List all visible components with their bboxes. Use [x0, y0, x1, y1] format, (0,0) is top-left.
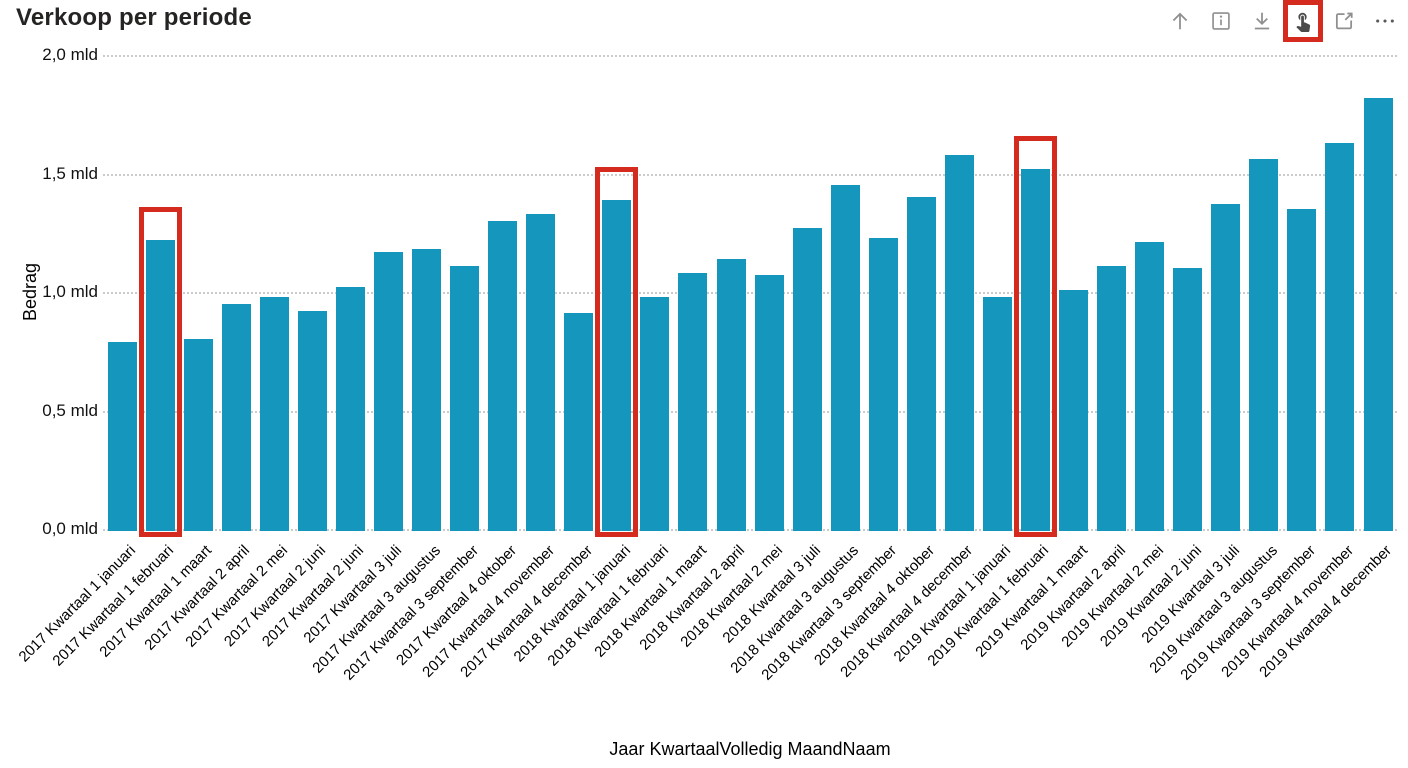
bar[interactable]	[183, 339, 213, 531]
gridline	[103, 292, 1397, 294]
y-tick-label: 1,5 mld	[42, 163, 98, 183]
bar[interactable]	[868, 237, 898, 531]
bar[interactable]	[716, 258, 746, 531]
x-axis-title: Jaar KwartaalVolledig MaandNaam	[609, 739, 891, 759]
bar[interactable]	[830, 185, 860, 531]
annotation-box	[1013, 135, 1057, 537]
drill-up-icon[interactable]	[1169, 10, 1191, 32]
bar[interactable]	[412, 249, 441, 531]
bar[interactable]	[1249, 159, 1279, 531]
bar[interactable]	[1287, 209, 1317, 531]
bar[interactable]	[297, 311, 327, 531]
more-options-icon[interactable]	[1374, 10, 1396, 32]
bar[interactable]	[678, 273, 708, 531]
bar[interactable]	[1020, 168, 1050, 531]
gridline	[103, 55, 1397, 57]
bar[interactable]	[602, 199, 632, 531]
bar[interactable]	[754, 275, 784, 531]
bar[interactable]	[107, 341, 137, 531]
bar[interactable]	[259, 296, 289, 531]
bar[interactable]	[640, 296, 670, 531]
annotation-box	[595, 166, 639, 537]
focus-mode-icon[interactable]	[1333, 10, 1355, 32]
y-tick-label: 1,0 mld	[42, 282, 98, 301]
info-icon[interactable]	[1210, 10, 1232, 32]
drill-mode-toggle-icon[interactable]	[1283, 0, 1323, 42]
bar[interactable]	[488, 220, 518, 531]
bar[interactable]	[944, 154, 974, 531]
y-tick-label: 0,5 mld	[42, 400, 98, 420]
bar[interactable]	[1363, 97, 1393, 531]
bar[interactable]	[221, 303, 251, 531]
bar[interactable]	[982, 296, 1012, 531]
visual-header-toolbar	[1169, 0, 1396, 42]
gridline	[103, 529, 1397, 531]
bar[interactable]	[1059, 289, 1088, 531]
bar[interactable]	[526, 213, 556, 531]
bar[interactable]	[564, 313, 594, 531]
annotation-box	[138, 206, 182, 537]
bar[interactable]	[335, 287, 365, 531]
expand-next-level-icon[interactable]	[1251, 10, 1273, 32]
y-tick-label: 0,0 mld	[42, 519, 98, 538]
bar[interactable]	[906, 197, 936, 531]
gridline	[103, 173, 1397, 176]
bar[interactable]	[450, 265, 480, 531]
bar[interactable]	[145, 239, 175, 531]
bar[interactable]	[1325, 142, 1355, 531]
bar[interactable]	[1173, 268, 1203, 531]
gridline	[103, 410, 1397, 413]
bar[interactable]	[1211, 204, 1241, 531]
y-tick-label: 2,0 mld	[42, 45, 98, 64]
bar[interactable]	[792, 228, 822, 531]
visual-title: Verkoop per periode	[16, 4, 252, 31]
bar[interactable]	[373, 251, 403, 531]
bar[interactable]	[1135, 242, 1165, 531]
bar[interactable]	[1097, 265, 1127, 531]
